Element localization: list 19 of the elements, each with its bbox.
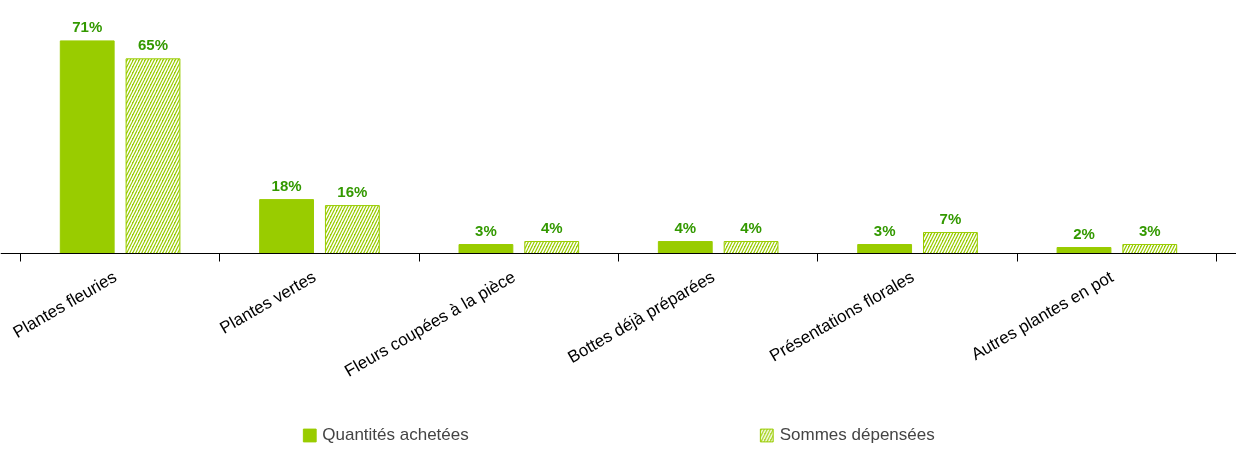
bar (458, 244, 514, 255)
data-label: 18% (271, 176, 302, 194)
bar (857, 244, 913, 255)
data-label: 3% (873, 221, 896, 239)
data-label: 3% (475, 221, 497, 239)
data-label: 2% (1073, 224, 1095, 242)
data-label: 4% (540, 218, 563, 236)
bar (59, 40, 115, 255)
data-label: 16% (337, 182, 368, 200)
data-label: 3% (1138, 221, 1161, 239)
data-label: 7% (939, 209, 962, 227)
data-label: 65% (138, 35, 169, 53)
data-label: 71% (72, 17, 103, 35)
data-label: 4% (740, 218, 762, 236)
data-label: 4% (674, 218, 697, 236)
bar (259, 199, 314, 255)
legend-label: Sommes dépensées (779, 425, 935, 445)
bar (657, 241, 713, 255)
legend-label: Quantités achetées (322, 425, 469, 445)
